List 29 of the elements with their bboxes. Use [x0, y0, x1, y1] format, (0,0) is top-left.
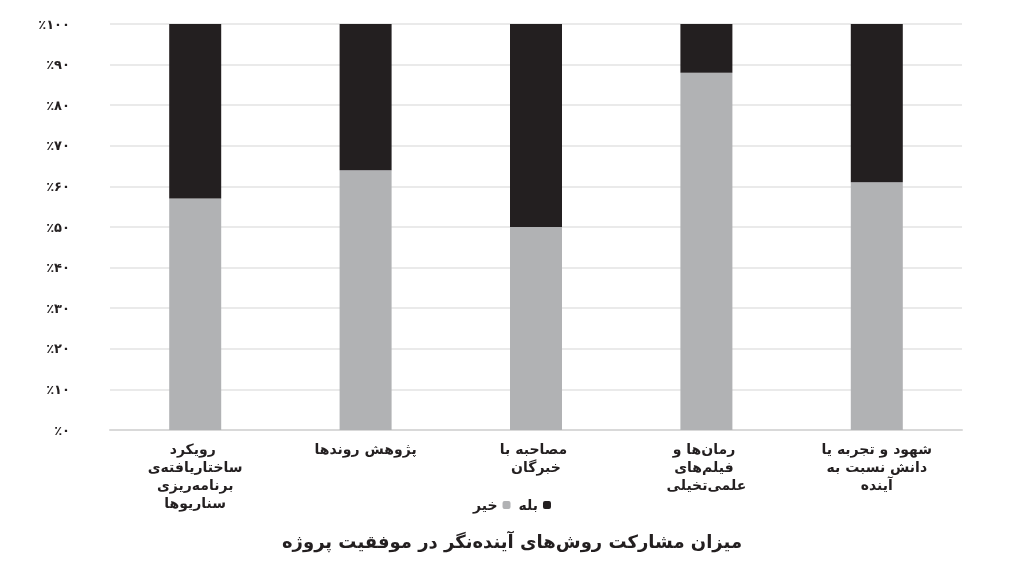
y-tick-label: ٪۱۰	[46, 381, 70, 397]
y-tick-label: ٪۷۰	[46, 138, 70, 154]
legend-label: بله	[518, 497, 538, 513]
y-tick-label: ٪۹۰	[46, 57, 70, 73]
y-tick-label: ٪۰	[54, 422, 70, 438]
bar	[339, 24, 392, 171]
y-tick-label: ٪۸۰	[46, 97, 70, 113]
bar	[339, 170, 392, 430]
x-tick-label: پژوهش روندها	[314, 441, 417, 458]
y-tick-label: ٪۳۰	[46, 300, 70, 316]
bar	[510, 24, 562, 227]
y-tick-label: ٪۱۰۰	[38, 16, 70, 32]
x-tick-label: رمان‌ها و فیلم‌های علمی‌تخیلی	[666, 441, 747, 493]
bar	[850, 182, 903, 430]
bar	[169, 24, 222, 199]
y-tick-label: ٪۲۰	[46, 341, 70, 357]
legend-label: خیر	[472, 497, 498, 514]
text: میزان مشارکت روش‌های آینده‌نگر در موفقیت پروژه	[281, 529, 743, 553]
x-tick-label: رویکرد ساختاریافته‌ی برنامه‌ریزی سناریوها	[147, 441, 243, 512]
bar	[850, 24, 903, 183]
bar	[680, 72, 733, 430]
y-tick-label: ٪۶۰	[46, 178, 70, 194]
x-tick-label: مصاحبه با خبرگان	[499, 441, 573, 476]
bar	[680, 24, 733, 73]
x-tick-label: شهود و تجربه یا دانش نسبت به آینده	[821, 441, 933, 493]
y-tick-label: ٪۴۰	[46, 260, 70, 276]
y-tick-label: ٪۵۰	[46, 219, 70, 235]
bar	[510, 227, 562, 430]
bar	[169, 198, 222, 430]
